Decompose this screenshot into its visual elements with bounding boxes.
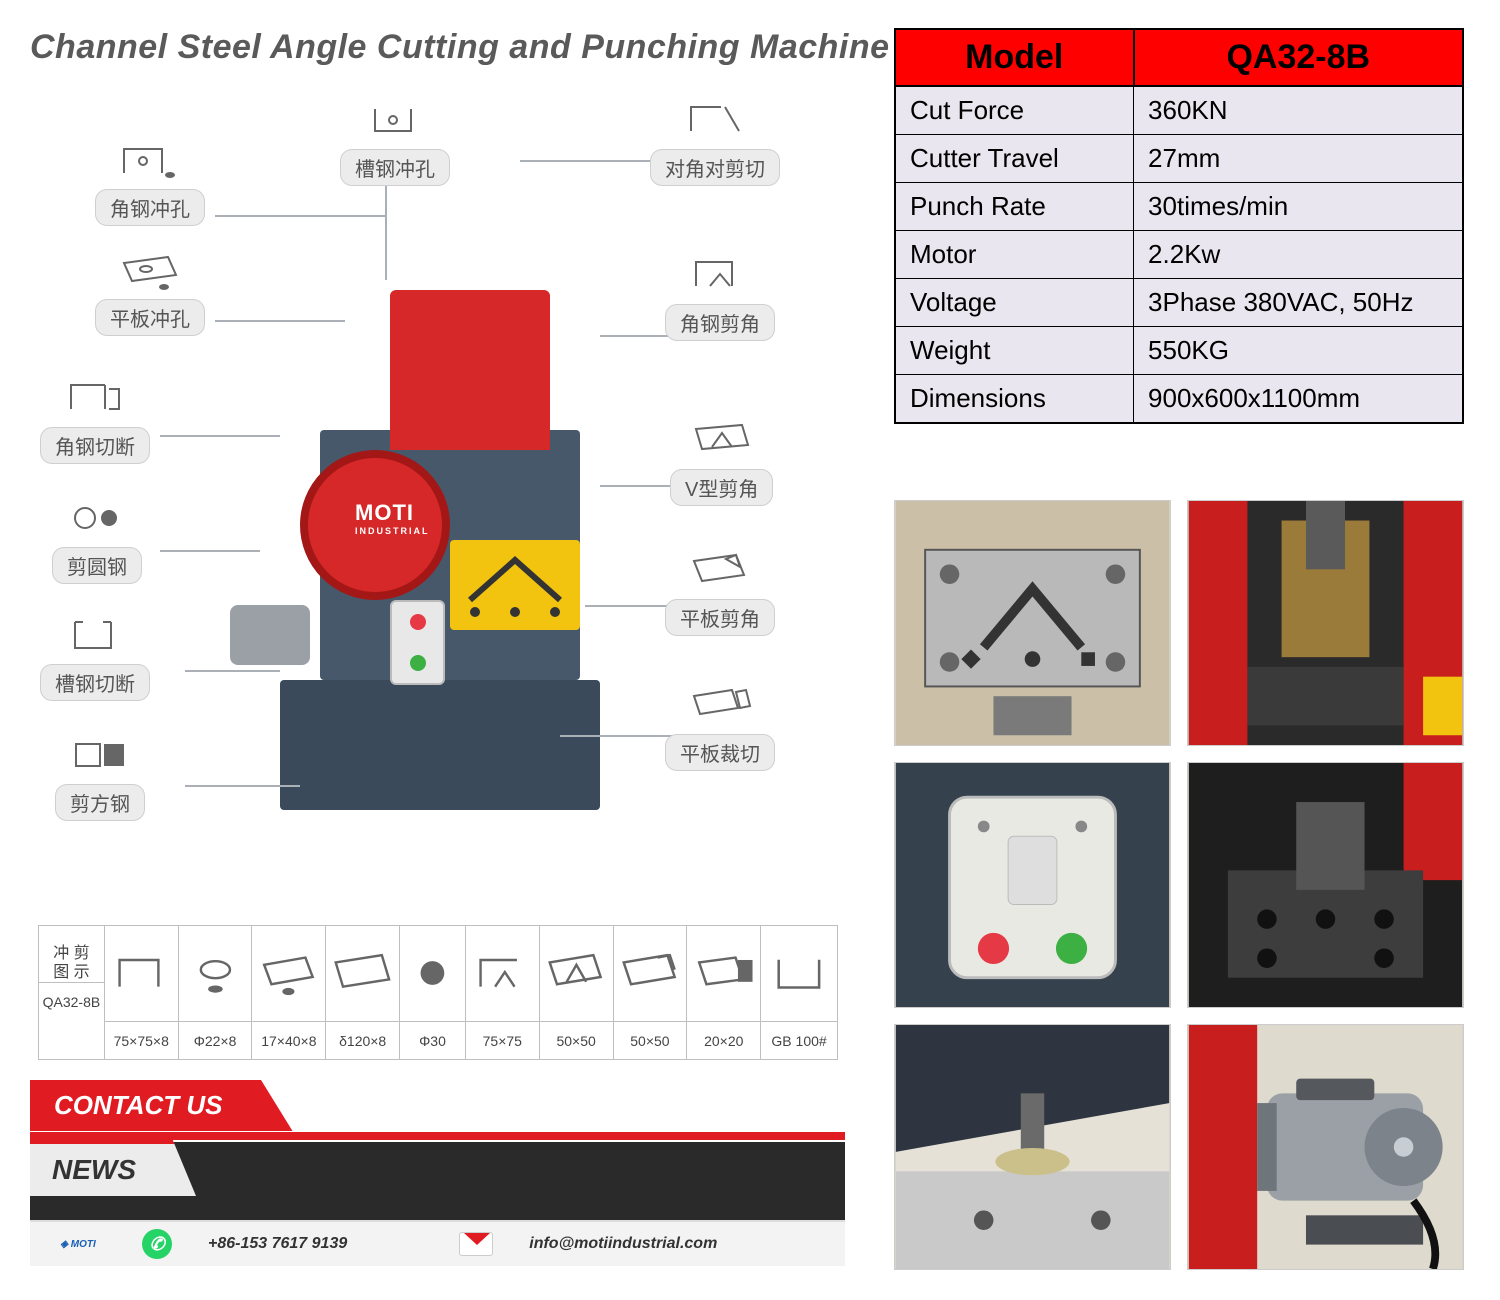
th-value: QA32-8B [1134, 29, 1463, 86]
spec-key: Punch Rate [895, 183, 1134, 231]
callout-square-shear: 剪方钢 [55, 730, 145, 821]
specs-table: Model QA32-8B Cut Force360KN Cutter Trav… [894, 28, 1464, 424]
spec-head-top: 冲 剪 [53, 944, 89, 963]
callout-label: 槽钢冲孔 [340, 149, 450, 186]
spec-val: 900x600x1100mm [1134, 375, 1463, 424]
photo-die-plate [894, 500, 1171, 746]
callout-label: 平板裁切 [665, 734, 775, 771]
callout-channel-cut: 槽钢切断 [40, 610, 150, 701]
news-tab: NEWS [30, 1140, 196, 1196]
spec-val: 27mm [1134, 135, 1463, 183]
callout-v-notch: V型剪角 [670, 415, 773, 506]
spec-val: Φ30 [400, 1021, 465, 1059]
logo-chip: ◈ MOTI [50, 1229, 106, 1259]
spec-val: GB 100# [761, 1021, 837, 1059]
photo-press-foot [894, 1024, 1171, 1270]
callout-angle-punch: 角钢冲孔 [95, 135, 205, 226]
photo-control-box [894, 762, 1171, 1008]
callout-label: 角钢剪角 [665, 304, 775, 341]
spec-val: 2.2Kw [1134, 231, 1463, 279]
spec-val: 50×50 [540, 1021, 613, 1059]
spec-val: 550KG [1134, 327, 1463, 375]
page-title: Channel Steel Angle Cutting and Punching… [30, 28, 890, 67]
spec-val: 3Phase 380VAC, 50Hz [1134, 279, 1463, 327]
spec-val: Φ22×8 [179, 1021, 252, 1059]
spec-model: QA32-8B [39, 982, 104, 1020]
callout-label: 平板冲孔 [95, 299, 205, 336]
photo-grid [894, 500, 1464, 1270]
brand-logo: MOTI INDUSTRIAL [355, 500, 430, 536]
contact-tab: CONTACT US [30, 1080, 293, 1131]
callout-label: 剪方钢 [55, 784, 145, 821]
contact-banner: CONTACT US NEWS ◈ MOTI ✆ +86-153 7617 91… [30, 1080, 845, 1265]
brand-name: MOTI [355, 500, 414, 525]
brand-sub: INDUSTRIAL [355, 526, 430, 536]
machine-illustration: MOTI INDUSTRIAL [260, 250, 630, 810]
spec-strip-table: 冲 剪 图 示 QA32-8B 75×75×8 Φ22×8 17×40×8 δ1… [38, 925, 838, 1060]
callout-label: 对角对剪切 [650, 149, 780, 186]
whatsapp-icon[interactable]: ✆ [142, 1229, 172, 1259]
email-icon[interactable] [459, 1232, 493, 1256]
callout-round-shear: 剪圆钢 [52, 493, 142, 584]
callout-label: 平板剪角 [665, 599, 775, 636]
photo-motor [1187, 1024, 1464, 1270]
callout-label: 角钢冲孔 [95, 189, 205, 226]
photo-punch-head [1187, 500, 1464, 746]
callout-plate-punch: 平板冲孔 [95, 245, 205, 336]
spec-key: Dimensions [895, 375, 1134, 424]
callout-angle-cut: 角钢切断 [40, 373, 150, 464]
spec-key: Weight [895, 327, 1134, 375]
spec-key: Motor [895, 231, 1134, 279]
callout-label: V型剪角 [670, 469, 773, 506]
spec-val: δ120×8 [326, 1021, 399, 1059]
callout-plate-cut: 平板裁切 [665, 680, 775, 771]
spec-val: 20×20 [687, 1021, 760, 1059]
machine-diagram: MOTI INDUSTRIAL 角钢冲孔 平板冲孔 角钢切断 剪圆钢 槽钢切断 … [40, 95, 820, 920]
callout-channel-punch: 槽钢冲孔 [340, 95, 450, 186]
callout-label: 剪圆钢 [52, 547, 142, 584]
callout-label: 槽钢切断 [40, 664, 150, 701]
spec-val: 75×75×8 [105, 1021, 178, 1059]
spec-key: Voltage [895, 279, 1134, 327]
photo-shear-block [1187, 762, 1464, 1008]
spec-key: Cutter Travel [895, 135, 1134, 183]
spec-head-bot: 图 示 [53, 963, 89, 982]
callout-plate-notch: 平板剪角 [665, 545, 775, 636]
callout-diag-shear: 对角对剪切 [650, 95, 780, 186]
callout-angle-notch: 角钢剪角 [665, 250, 775, 341]
email-address[interactable]: info@motiindustrial.com [529, 1235, 717, 1253]
spec-val: 75×75 [466, 1021, 539, 1059]
spec-val: 30times/min [1134, 183, 1463, 231]
callout-label: 角钢切断 [40, 427, 150, 464]
spec-val: 360KN [1134, 86, 1463, 135]
spec-key: Cut Force [895, 86, 1134, 135]
th-model: Model [895, 29, 1134, 86]
phone-number[interactable]: +86-153 7617 9139 [208, 1235, 347, 1253]
spec-val: 17×40×8 [252, 1021, 325, 1059]
spec-val: 50×50 [614, 1021, 687, 1059]
